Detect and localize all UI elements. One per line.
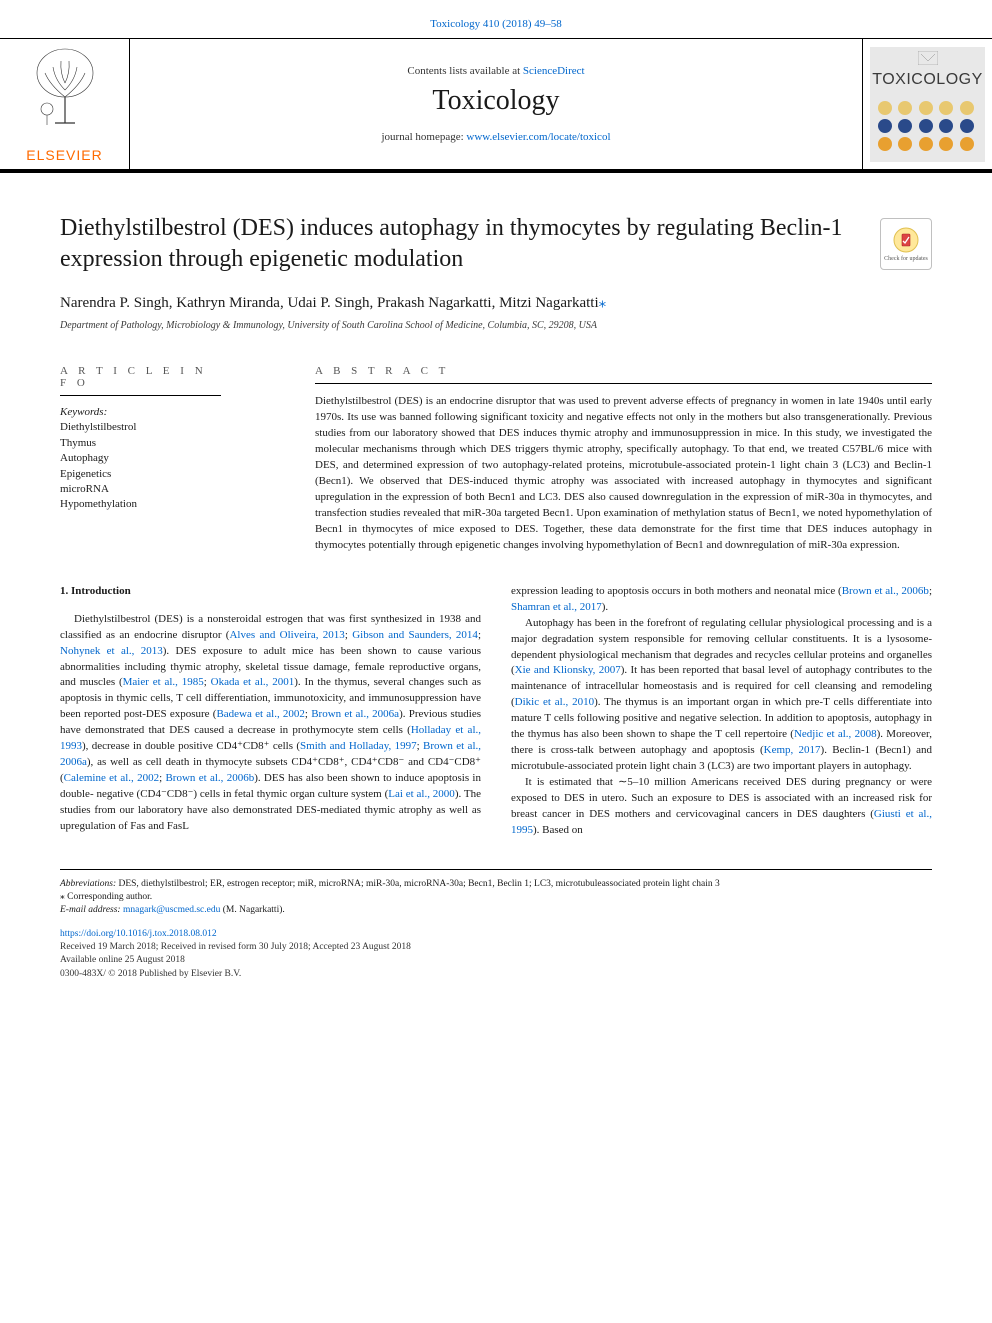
ref-link[interactable]: Maier et al., 1985 [123, 676, 204, 688]
journal-cover: TOXICOLOGY [870, 47, 985, 162]
abbrev-text: DES, diethylstilbestrol; ER, estrogen re… [116, 879, 720, 889]
article-title: Diethylstilbestrol (DES) induces autopha… [60, 213, 850, 275]
email-label: E-mail address: [60, 905, 123, 915]
abstract-header: A B S T R A C T [315, 365, 932, 384]
corresponding-email-link[interactable]: mnagark@uscmed.sc.edu [123, 905, 220, 915]
keywords-list: DiethylstilbestrolThymusAutophagyEpigene… [60, 420, 275, 512]
ref-link[interactable]: Brown et al., 2006b [842, 585, 929, 597]
cover-dot [960, 137, 974, 151]
cover-dot [960, 101, 974, 115]
available-line: Available online 25 August 2018 [60, 954, 932, 967]
check-updates-icon [892, 226, 920, 254]
doi-link[interactable]: https://doi.org/10.1016/j.tox.2018.08.01… [60, 929, 217, 939]
contents-available-line: Contents lists available at ScienceDirec… [130, 65, 862, 77]
intro-para-1: Diethylstilbestrol (DES) is a nonsteroid… [60, 612, 481, 835]
cover-emblem-icon [918, 51, 938, 65]
info-abstract-row: A R T I C L E I N F O Keywords: Diethyls… [0, 365, 992, 553]
cover-dot [878, 119, 892, 133]
affiliation: Department of Pathology, Microbiology & … [0, 316, 992, 349]
body-column-right: expression leading to apoptosis occurs i… [511, 584, 932, 839]
title-block: Diethylstilbestrol (DES) induces autopha… [0, 173, 992, 285]
email-line: E-mail address: mnagark@uscmed.sc.edu (M… [60, 904, 932, 917]
journal-cover-block: TOXICOLOGY [862, 39, 992, 169]
intro-para-1-cont: expression leading to apoptosis occurs i… [511, 584, 932, 616]
keywords-label: Keywords: [60, 406, 275, 418]
abstract-text: Diethylstilbestrol (DES) is an endocrine… [315, 394, 932, 553]
ref-link[interactable]: Lai et al., 2000 [388, 788, 455, 800]
cover-dot [939, 137, 953, 151]
authors-line: Narendra P. Singh, Kathryn Miranda, Udai… [0, 285, 992, 316]
ref-link[interactable]: Nohynek et al., 2013 [60, 645, 163, 657]
keyword-item: microRNA [60, 482, 275, 497]
footer-block: Abbreviations: DES, diethylstilbestrol; … [60, 869, 932, 918]
abbreviations-line: Abbreviations: DES, diethylstilbestrol; … [60, 878, 932, 891]
ref-link[interactable]: Dikic et al., 2010 [515, 696, 594, 708]
cover-dot [878, 137, 892, 151]
keyword-item: Epigenetics [60, 467, 275, 482]
abstract-column: A B S T R A C T Diethylstilbestrol (DES)… [315, 365, 932, 553]
homepage-line: journal homepage: www.elsevier.com/locat… [130, 131, 862, 143]
cover-dot [919, 137, 933, 151]
cover-dot [939, 119, 953, 133]
sciencedirect-link[interactable]: ScienceDirect [523, 65, 585, 77]
cover-dot [878, 101, 892, 115]
cover-dots [874, 97, 981, 157]
corresponding-marker[interactable]: ⁎ [599, 295, 607, 311]
masthead: ELSEVIER Contents lists available at Sci… [0, 38, 992, 173]
section-1-title: 1. Introduction [60, 584, 481, 600]
cover-dot [939, 101, 953, 115]
ref-link[interactable]: Gibson and Saunders, 2014 [352, 629, 478, 641]
journal-citation-link[interactable]: Toxicology 410 (2018) 49–58 [430, 18, 562, 30]
received-line: Received 19 March 2018; Received in revi… [60, 941, 932, 954]
ref-link[interactable]: Calemine et al., 2002 [64, 772, 159, 784]
abbrev-label: Abbreviations: [60, 879, 116, 889]
ref-link[interactable]: Kemp, 2017 [764, 744, 821, 756]
masthead-center: Contents lists available at ScienceDirec… [130, 55, 862, 153]
journal-citation: Toxicology 410 (2018) 49–58 [0, 0, 992, 38]
keyword-item: Diethylstilbestrol [60, 420, 275, 435]
copyright-line: 0300-483X/ © 2018 Published by Elsevier … [60, 968, 932, 981]
authors-names: Narendra P. Singh, Kathryn Miranda, Udai… [60, 295, 599, 311]
cover-dot [898, 101, 912, 115]
body-column-left: 1. Introduction Diethylstilbestrol (DES)… [60, 584, 481, 839]
article-info-column: A R T I C L E I N F O Keywords: Diethyls… [60, 365, 275, 553]
publisher-logo-block: ELSEVIER [0, 39, 130, 169]
contents-prefix: Contents lists available at [407, 65, 522, 77]
cover-dot [919, 101, 933, 115]
article-info-header: A R T I C L E I N F O [60, 365, 221, 396]
ref-link[interactable]: Nedjic et al., 2008 [794, 728, 877, 740]
keyword-item: Hypomethylation [60, 497, 275, 512]
corr-text: Corresponding author. [65, 892, 152, 902]
keyword-item: Thymus [60, 436, 275, 451]
doi-block: https://doi.org/10.1016/j.tox.2018.08.01… [0, 918, 992, 1001]
homepage-link[interactable]: www.elsevier.com/locate/toxicol [466, 131, 610, 143]
cover-dot [898, 119, 912, 133]
ref-link[interactable]: Badewa et al., 2002 [216, 708, 304, 720]
cover-title: TOXICOLOGY [872, 71, 983, 89]
keyword-item: Autophagy [60, 451, 275, 466]
cover-dot [960, 119, 974, 133]
ref-link[interactable]: Alves and Oliveira, 2013 [229, 629, 344, 641]
ref-link[interactable]: Brown et al., 2006a [311, 708, 399, 720]
corresponding-line: ⁎ Corresponding author. [60, 891, 932, 904]
ref-link[interactable]: Brown et al., 2006b [165, 772, 254, 784]
ref-link[interactable]: Smith and Holladay, 1997 [300, 740, 417, 752]
elsevier-tree-icon [25, 45, 105, 130]
check-updates-label: Check for updates [884, 256, 928, 262]
homepage-prefix: journal homepage: [382, 131, 467, 143]
cover-dot [919, 119, 933, 133]
publisher-name: ELSEVIER [26, 147, 102, 163]
ref-link[interactable]: Shamran et al., 2017 [511, 601, 602, 613]
check-updates-badge[interactable]: Check for updates [880, 218, 932, 270]
intro-para-3: It is estimated that ∼5–10 million Ameri… [511, 775, 932, 839]
cover-dot [898, 137, 912, 151]
ref-link[interactable]: Xie and Klionsky, 2007 [515, 664, 621, 676]
journal-name: Toxicology [130, 85, 862, 117]
body-columns: 1. Introduction Diethylstilbestrol (DES)… [0, 554, 992, 839]
intro-para-2: Autophagy has been in the forefront of r… [511, 616, 932, 775]
ref-link[interactable]: Okada et al., 2001 [211, 676, 295, 688]
email-suffix: (M. Nagarkatti). [220, 905, 284, 915]
